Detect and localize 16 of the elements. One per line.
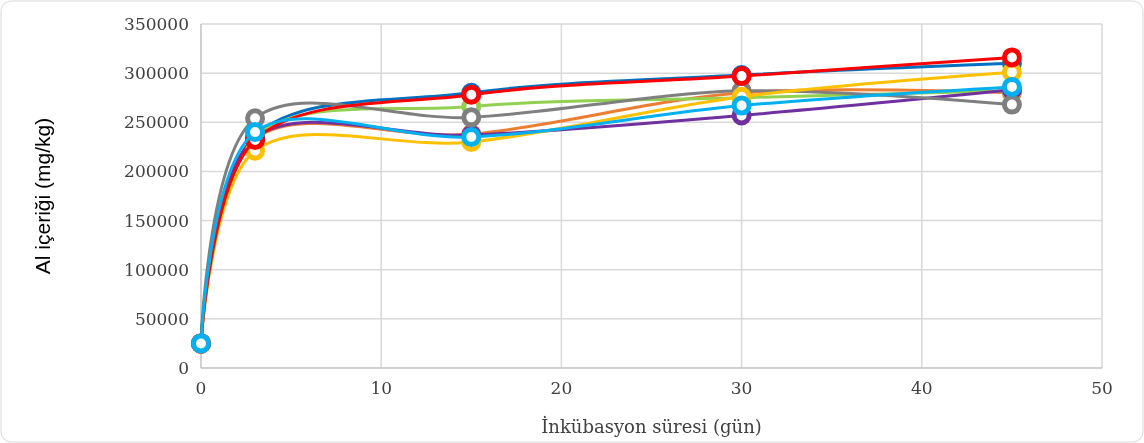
x-tick-label: 10 xyxy=(370,378,393,398)
x-tick-label: 0 xyxy=(195,378,207,398)
y-tick-label: 250000 xyxy=(124,112,189,133)
x-tick-label: 20 xyxy=(550,378,573,398)
y-tick-label: 200000 xyxy=(124,161,189,182)
x-tick-label: 50 xyxy=(1091,378,1113,398)
x-axis-title: İnkübasyon süresi (gün) xyxy=(541,415,762,437)
y-tick-label: 0 xyxy=(178,357,189,378)
y-tick-label: 50000 xyxy=(134,308,189,329)
y-tick-label: 150000 xyxy=(124,210,189,231)
y-tick-label: 350000 xyxy=(124,13,189,34)
y-tick-label: 100000 xyxy=(124,259,189,280)
y-tick-label: 300000 xyxy=(124,63,189,84)
x-tick-label: 40 xyxy=(910,378,933,398)
x-tick-label: 30 xyxy=(730,378,753,398)
y-axis-title: Al içeriği (mg/kg) xyxy=(31,117,54,275)
